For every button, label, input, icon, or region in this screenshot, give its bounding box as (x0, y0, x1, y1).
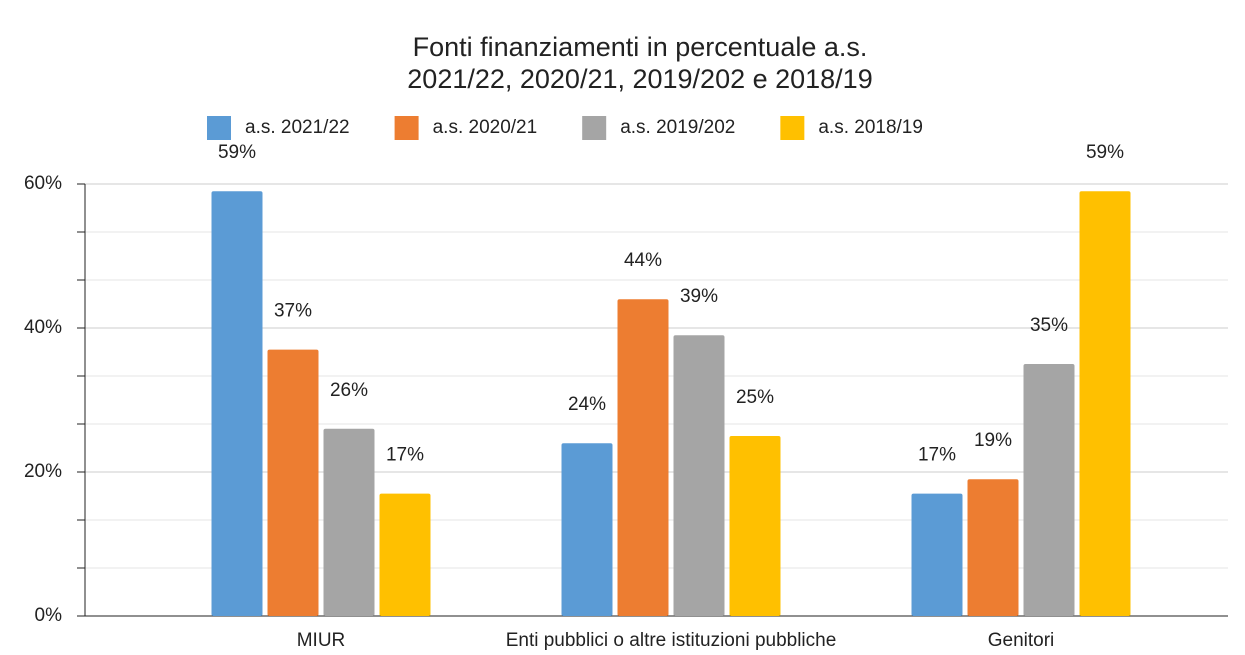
data-label: 17% (386, 445, 424, 466)
x-tick-label: Genitori (988, 630, 1055, 651)
legend-label: a.s. 2021/22 (245, 117, 350, 138)
bar (379, 493, 431, 616)
chart-title: 2021/22, 2020/21, 2019/202 e 2018/19 (407, 64, 872, 94)
bar (673, 335, 725, 616)
data-label: 37% (274, 301, 312, 322)
bar (617, 299, 669, 616)
data-label: 39% (680, 286, 718, 307)
legend-swatch (582, 116, 607, 140)
data-label: 24% (568, 394, 606, 415)
data-label: 17% (918, 445, 956, 466)
legend-label: a.s. 2019/202 (620, 117, 735, 138)
data-label: 44% (624, 250, 662, 271)
legend-swatch (780, 116, 805, 140)
bar (729, 436, 781, 616)
bar (323, 428, 375, 616)
legend-label: a.s. 2018/19 (818, 117, 923, 138)
bar (267, 349, 319, 616)
data-label: 19% (974, 430, 1012, 451)
data-label: 35% (1030, 315, 1068, 336)
legend-swatch (207, 116, 231, 140)
data-label: 25% (736, 387, 774, 408)
bar (211, 191, 263, 616)
data-label: 59% (218, 142, 256, 163)
y-tick-label: 20% (24, 461, 62, 482)
y-tick-label: 60% (24, 173, 62, 194)
legend-swatch (394, 116, 419, 140)
y-tick-label: 40% (24, 317, 62, 338)
bar (561, 443, 613, 616)
bar (911, 493, 963, 616)
data-label: 26% (330, 380, 368, 401)
bar (1079, 191, 1131, 616)
bar (967, 479, 1019, 616)
bar (1023, 364, 1075, 616)
x-tick-label: Enti pubblici o altre istituzioni pubbli… (506, 630, 837, 651)
chart-title: Fonti finanziamenti in percentuale a.s. (413, 32, 868, 62)
legend-label: a.s. 2020/21 (433, 117, 538, 138)
x-tick-label: MIUR (297, 630, 346, 651)
y-tick-label: 0% (35, 605, 63, 626)
data-label: 59% (1086, 142, 1124, 163)
